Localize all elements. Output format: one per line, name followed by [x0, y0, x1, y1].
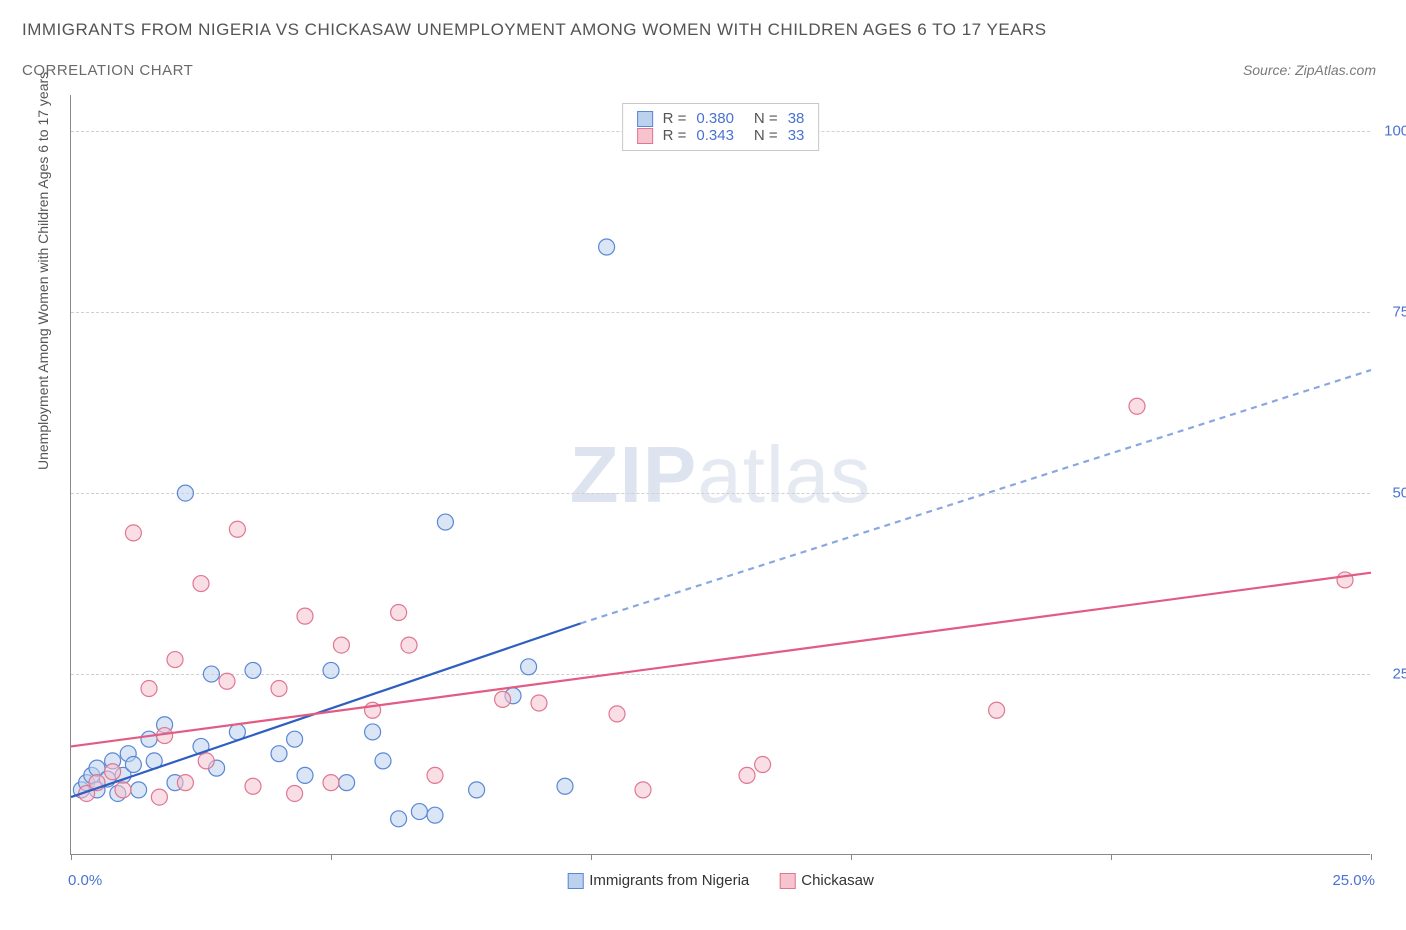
stats-n-value: 33: [788, 127, 805, 144]
stats-r-value: 0.380: [696, 110, 734, 127]
legend-item: Chickasaw: [779, 872, 874, 889]
stats-n-value: 38: [788, 110, 805, 127]
legend-item: Immigrants from Nigeria: [567, 872, 749, 889]
legend-label: Chickasaw: [801, 872, 874, 889]
stats-row: R = 0.380 N = 38: [637, 110, 805, 127]
y-tick-label: 100.0%: [1384, 123, 1406, 140]
chart-plot-area: ZIPatlas 25.0%50.0%75.0%100.0% R = 0.380…: [70, 95, 1370, 855]
x-axis-max-label: 25.0%: [1332, 872, 1375, 889]
legend-swatch-series-1-icon: [637, 128, 653, 144]
stats-r-label: R =: [663, 127, 687, 144]
legend-swatch-icon: [779, 873, 795, 889]
y-tick-label: 50.0%: [1392, 485, 1406, 502]
stats-r-label: R =: [663, 110, 687, 127]
stats-row: R = 0.343 N = 33: [637, 127, 805, 144]
stats-r-value: 0.343: [696, 127, 734, 144]
y-tick-label: 25.0%: [1392, 666, 1406, 683]
stats-n-label: N =: [754, 127, 778, 144]
stats-n-label: N =: [754, 110, 778, 127]
legend-label: Immigrants from Nigeria: [589, 872, 749, 889]
legend-swatch-icon: [567, 873, 583, 889]
stats-legend-box: R = 0.380 N = 38 R = 0.343 N = 33: [622, 103, 820, 151]
y-axis-label: Unemployment Among Women with Children A…: [35, 72, 51, 470]
scatter-svg: [71, 95, 1370, 854]
legend-swatch-series-0-icon: [637, 111, 653, 127]
x-axis-min-label: 0.0%: [68, 872, 102, 889]
y-tick-label: 75.0%: [1392, 304, 1406, 321]
bottom-legend: Immigrants from Nigeria Chickasaw: [567, 872, 874, 889]
chart-title: IMMIGRANTS FROM NIGERIA VS CHICKASAW UNE…: [22, 20, 1047, 40]
source-label: Source: ZipAtlas.com: [1243, 62, 1376, 78]
